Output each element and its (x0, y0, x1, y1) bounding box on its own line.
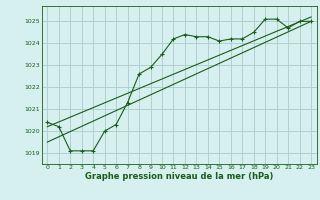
X-axis label: Graphe pression niveau de la mer (hPa): Graphe pression niveau de la mer (hPa) (85, 172, 273, 181)
